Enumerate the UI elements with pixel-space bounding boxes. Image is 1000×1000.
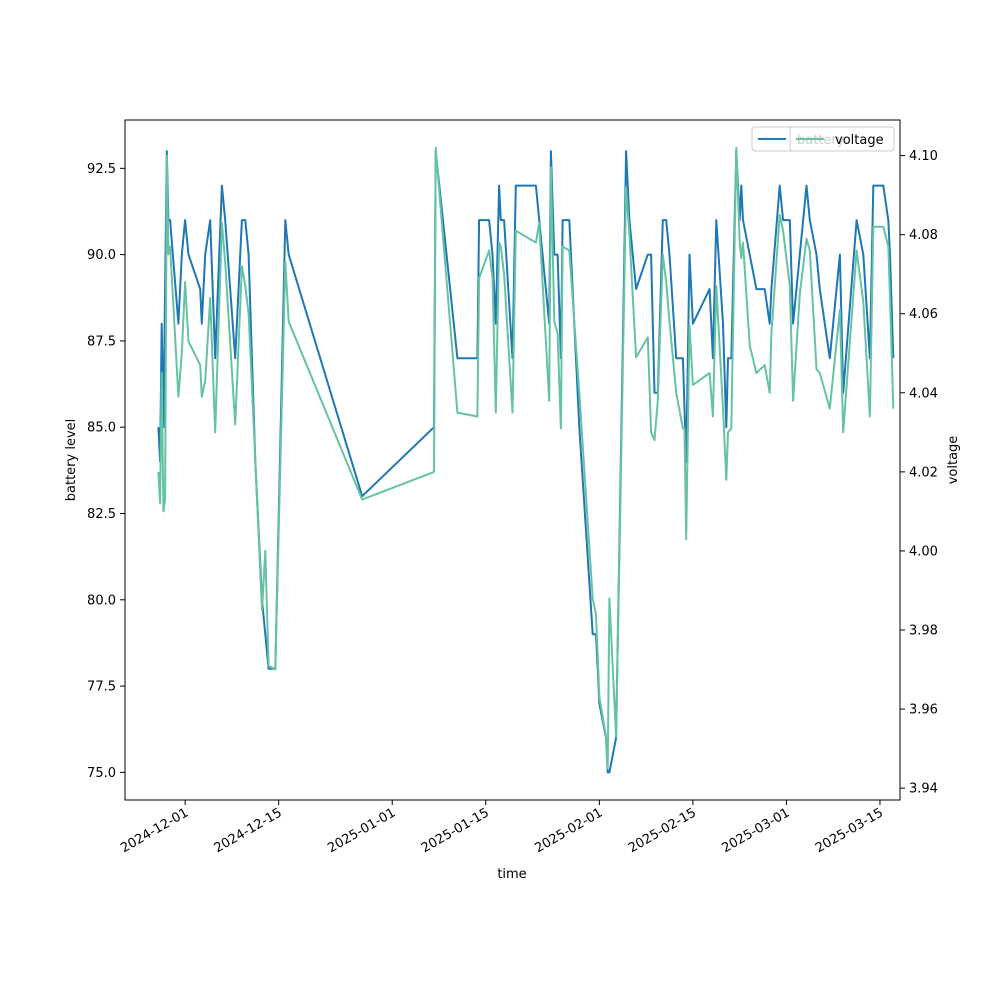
- y-right-tick-label: 4.02: [909, 465, 938, 480]
- y-right-tick-label: 4.08: [909, 228, 938, 243]
- x-axis-label: time: [497, 867, 526, 882]
- legend-voltage-label: voltage: [835, 133, 884, 148]
- y-right-tick-label: 3.94: [909, 782, 938, 797]
- y-axis-left-label: battery level: [64, 419, 79, 502]
- y-left-tick-label: 90.0: [87, 248, 116, 263]
- y-right-tick-label: 4.10: [909, 149, 938, 164]
- legend-right: voltage: [789, 126, 895, 152]
- y-left-tick-label: 77.5: [87, 680, 116, 695]
- series-layer: [157, 146, 895, 774]
- y-left-tick-label: 82.5: [87, 507, 116, 522]
- y-axis-left: 75.0 77.5 80.0 82.5 85.0 87.5 90.0 92.5: [87, 162, 125, 781]
- y-right-tick-label: 4.06: [909, 307, 938, 322]
- series-voltage-line: [157, 146, 895, 770]
- y-right-tick-label: 3.96: [909, 703, 938, 718]
- legend-right-box: [789, 126, 895, 152]
- y-left-tick-label: 92.5: [87, 162, 116, 177]
- y-left-tick-label: 80.0: [87, 593, 116, 608]
- y-right-tick-label: 3.98: [909, 624, 938, 639]
- y-left-tick-label: 85.0: [87, 421, 116, 436]
- y-right-tick-label: 4.04: [909, 386, 938, 401]
- y-left-tick-label: 87.5: [87, 334, 116, 349]
- y-axis-right-label: voltage: [946, 436, 961, 485]
- plot-frame: [124, 119, 901, 801]
- y-left-tick-label: 75.0: [87, 766, 116, 781]
- y-axis-right: 3.94 3.96 3.98 4.00 4.02 4.04 4.06 4.08 4.10: [900, 149, 938, 797]
- y-right-tick-label: 4.00: [909, 544, 938, 559]
